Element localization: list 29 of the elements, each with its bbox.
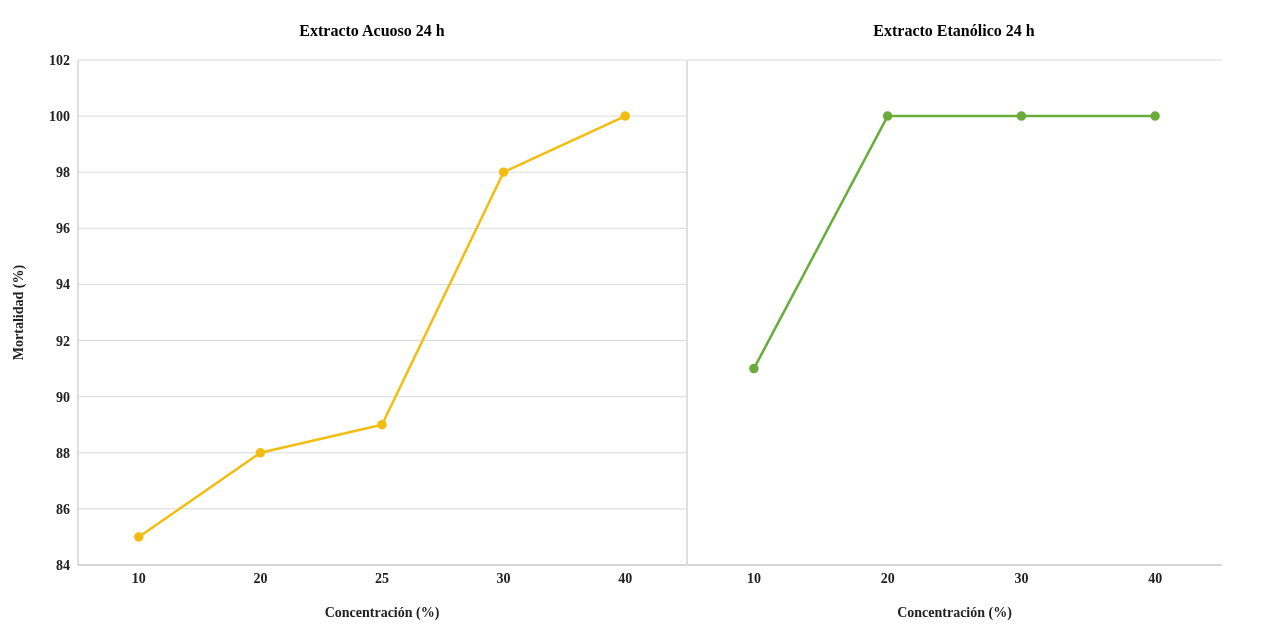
y-tick-label: 90 bbox=[56, 389, 70, 405]
x-tick-label: 10 bbox=[131, 570, 146, 586]
chart-title: Extracto Etanólico 24 h bbox=[872, 22, 1036, 40]
point bbox=[377, 419, 387, 430]
point bbox=[134, 532, 144, 542]
x-axis-title: Concentración (%) bbox=[324, 605, 440, 621]
point bbox=[498, 167, 509, 177]
x-tick-label: 10 bbox=[746, 570, 761, 586]
y-tick-label: 86 bbox=[56, 501, 70, 517]
point bbox=[620, 111, 630, 121]
x-tick-label: 20 bbox=[880, 570, 895, 586]
y-tick-label: 84 bbox=[56, 557, 70, 573]
y-tick-label: 100 bbox=[49, 109, 70, 125]
x-tick-label: 40 bbox=[1148, 570, 1163, 586]
y-tick-label: 98 bbox=[56, 165, 70, 181]
x-tick-label: 30 bbox=[496, 570, 511, 586]
y-tick-label: 92 bbox=[56, 333, 70, 349]
point bbox=[255, 448, 266, 458]
y-axis-title: Mortalidad (%) bbox=[10, 264, 27, 361]
x-axis-title: Concentración (%) bbox=[897, 605, 1013, 621]
x-tick-label: 30 bbox=[1014, 570, 1029, 586]
x-tick-label: 20 bbox=[253, 570, 268, 586]
y-tick-label: 88 bbox=[56, 445, 70, 461]
y-tick-label: 94 bbox=[56, 277, 70, 293]
y-tick-label: 102 bbox=[49, 52, 70, 68]
y-tick-label: 96 bbox=[56, 221, 70, 237]
x-tick-label: 40 bbox=[618, 570, 633, 586]
chart-title: Extracto Acuoso 24 h bbox=[298, 22, 446, 40]
x-tick-label: 25 bbox=[375, 570, 389, 586]
